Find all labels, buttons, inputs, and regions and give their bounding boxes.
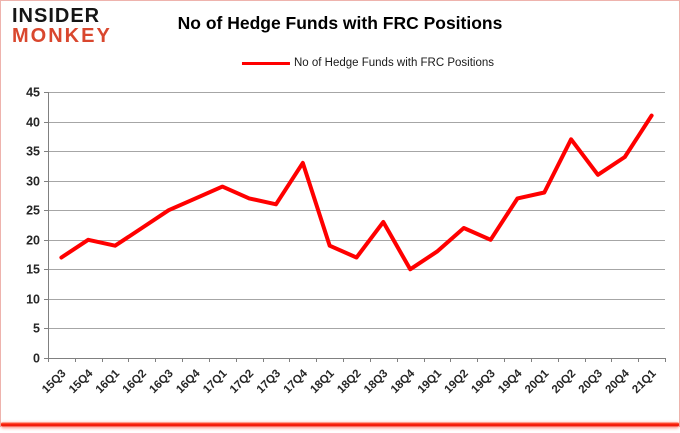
y-tick-label: 30 <box>26 175 40 189</box>
x-tick-label: 17Q4 <box>282 367 311 396</box>
x-tick-label: 19Q1 <box>416 367 445 396</box>
x-tick-label: 18Q1 <box>308 367 337 396</box>
y-tick-label: 40 <box>26 116 40 130</box>
y-tick-label: 10 <box>26 293 40 307</box>
y-axis-labels: 0 5 10 15 20 25 30 35 40 45 <box>26 86 40 366</box>
y-tick-label: 45 <box>26 86 40 100</box>
x-tick-label: 16Q2 <box>121 368 149 396</box>
x-tick-label: 19Q3 <box>469 368 497 396</box>
legend-line-swatch <box>241 61 290 65</box>
legend: No of Hedge Funds with FRC Positions <box>241 57 495 69</box>
legend-label: No of Hedge Funds with FRC Positions <box>293 57 495 69</box>
insider-monkey-logo: INSIDER MONKEY <box>12 5 112 47</box>
x-axis-labels: 15Q315Q416Q116Q216Q316Q417Q117Q217Q317Q4… <box>40 367 659 396</box>
axes <box>48 92 666 362</box>
x-tick-label: 21Q1 <box>630 367 659 396</box>
x-tick-label: 17Q1 <box>201 367 230 396</box>
series-line <box>59 113 654 272</box>
chart-title: No of Hedge Funds with FRC Positions <box>177 13 503 33</box>
gridlines <box>44 92 665 359</box>
logo-text-insider: INSIDER <box>12 5 101 27</box>
logo-text-monkey: MONKEY <box>12 24 112 47</box>
y-tick-label: 35 <box>26 145 40 159</box>
x-tick-label: 20Q1 <box>523 367 552 396</box>
x-tick-label: 20Q3 <box>577 368 605 396</box>
x-tick-label: 15Q3 <box>40 368 68 396</box>
y-tick-label: 5 <box>33 322 40 336</box>
x-tick-label: 20Q4 <box>603 367 632 396</box>
y-tick-label: 0 <box>33 352 40 366</box>
x-tick-label: 19Q4 <box>496 367 525 396</box>
y-tick-label: 20 <box>26 234 40 248</box>
x-tick-label: 16Q1 <box>94 367 123 396</box>
x-tick-label: 20Q2 <box>550 368 578 396</box>
bottom-red-border <box>1 422 679 427</box>
x-tick-label: 18Q3 <box>362 368 390 396</box>
x-tick-label: 19Q2 <box>443 368 471 396</box>
x-tick-label: 18Q2 <box>335 368 363 396</box>
y-tick-label: 25 <box>26 204 40 218</box>
x-tick-label: 15Q4 <box>67 367 96 396</box>
x-tick-label: 17Q2 <box>228 368 256 396</box>
x-tick-label: 17Q3 <box>255 368 283 396</box>
x-tick-label: 18Q4 <box>389 367 418 396</box>
x-tick-label: 16Q3 <box>147 368 175 396</box>
x-tick-label: 16Q4 <box>174 367 203 396</box>
y-tick-label: 15 <box>26 263 40 277</box>
